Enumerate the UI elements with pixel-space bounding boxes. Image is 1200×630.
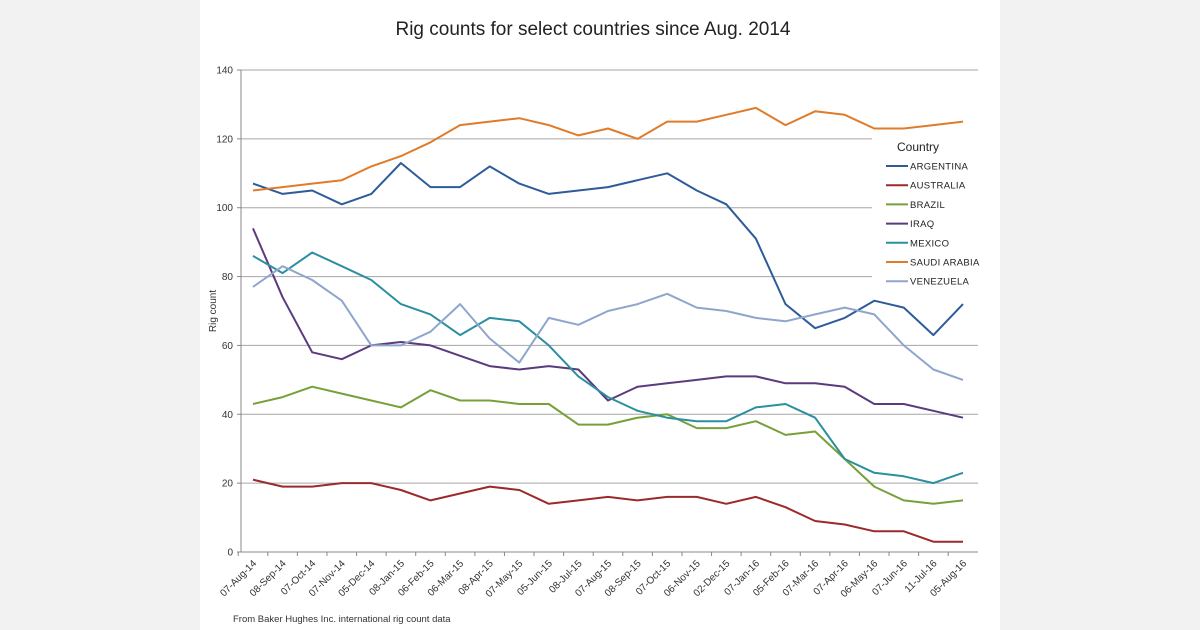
series-line-mexico xyxy=(252,251,964,485)
legend-title: Country xyxy=(897,140,939,154)
y-axis-label: Rig count xyxy=(208,290,219,332)
source-note: From Baker Hughes Inc. international rig… xyxy=(233,614,451,625)
chart-title: Rig counts for select countries since Au… xyxy=(395,19,790,40)
y-tick-label: 40 xyxy=(222,410,234,421)
y-tick-label: 60 xyxy=(222,341,234,352)
series-line-brazil xyxy=(252,385,964,505)
line-chart: Rig counts for select countries since Au… xyxy=(208,19,982,625)
legend-entry: BRAZIL xyxy=(910,200,945,211)
y-tick-label: 20 xyxy=(222,479,234,490)
legend: Country ARGENTINA AUSTRALIA BRAZIL IRAQ MEXI… xyxy=(872,135,982,290)
series-line-iraq xyxy=(252,228,964,419)
chart-panel: Rig counts for select countries since Au… xyxy=(200,0,1000,630)
legend-entry: VENEZUELA xyxy=(910,277,970,288)
legend-entry: ARGENTINA xyxy=(910,162,968,173)
legend-entry: AUSTRALIA xyxy=(910,181,966,192)
legend-entry: MEXICO xyxy=(910,238,949,249)
series-line-saudi-arabia xyxy=(252,106,964,192)
y-tick-label: 120 xyxy=(216,134,233,145)
series-line-australia xyxy=(252,478,963,543)
legend-entry: SAUDI ARABIA xyxy=(910,258,980,269)
y-tick-label: 80 xyxy=(222,272,234,283)
series-line-venezuela xyxy=(252,265,964,381)
y-tick-label: 100 xyxy=(216,203,233,214)
legend-entry: IRAQ xyxy=(910,219,934,230)
series-line-argentina xyxy=(252,162,964,337)
y-tick-label: 140 xyxy=(216,66,233,77)
y-tick-label: 0 xyxy=(227,548,233,559)
